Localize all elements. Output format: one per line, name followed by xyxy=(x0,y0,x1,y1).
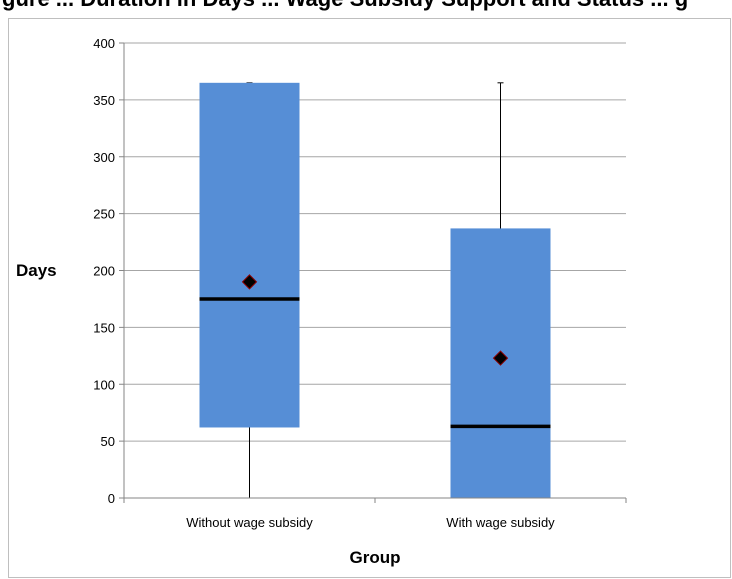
y-tick-label: 200 xyxy=(93,264,115,279)
x-category-label: With wage subsidy xyxy=(446,515,555,530)
axes xyxy=(119,42,627,503)
y-tick-label: 150 xyxy=(93,320,115,335)
boxes-layer xyxy=(199,82,551,498)
y-tick-label: 50 xyxy=(101,434,115,449)
chart-title-text: gure ... Duration in Days ... Wage Subsi… xyxy=(2,0,688,12)
box-group xyxy=(199,82,300,498)
x-category-label: Without wage subsidy xyxy=(186,515,313,530)
y-tick-label: 350 xyxy=(93,93,115,108)
labels: 0 50 100 150 200 250 300 350 400 Without wage sub… xyxy=(16,36,555,567)
box-group xyxy=(450,82,551,498)
gridlines xyxy=(124,42,626,442)
x-axis-title: Group xyxy=(350,548,401,567)
chart-frame xyxy=(8,18,731,578)
chart-title: gure ... Duration in Days ... Wage Subsi… xyxy=(0,0,732,14)
box-body xyxy=(199,82,300,428)
y-tick-label: 250 xyxy=(93,207,115,222)
y-tick-label: 300 xyxy=(93,150,115,165)
mean-marker xyxy=(492,350,509,366)
y-axis-title: Days xyxy=(16,261,57,280)
y-tick-label: 100 xyxy=(93,377,115,392)
y-tick-label: 400 xyxy=(93,36,115,51)
y-tick-label: 0 xyxy=(108,491,115,506)
mean-marker xyxy=(241,274,258,290)
